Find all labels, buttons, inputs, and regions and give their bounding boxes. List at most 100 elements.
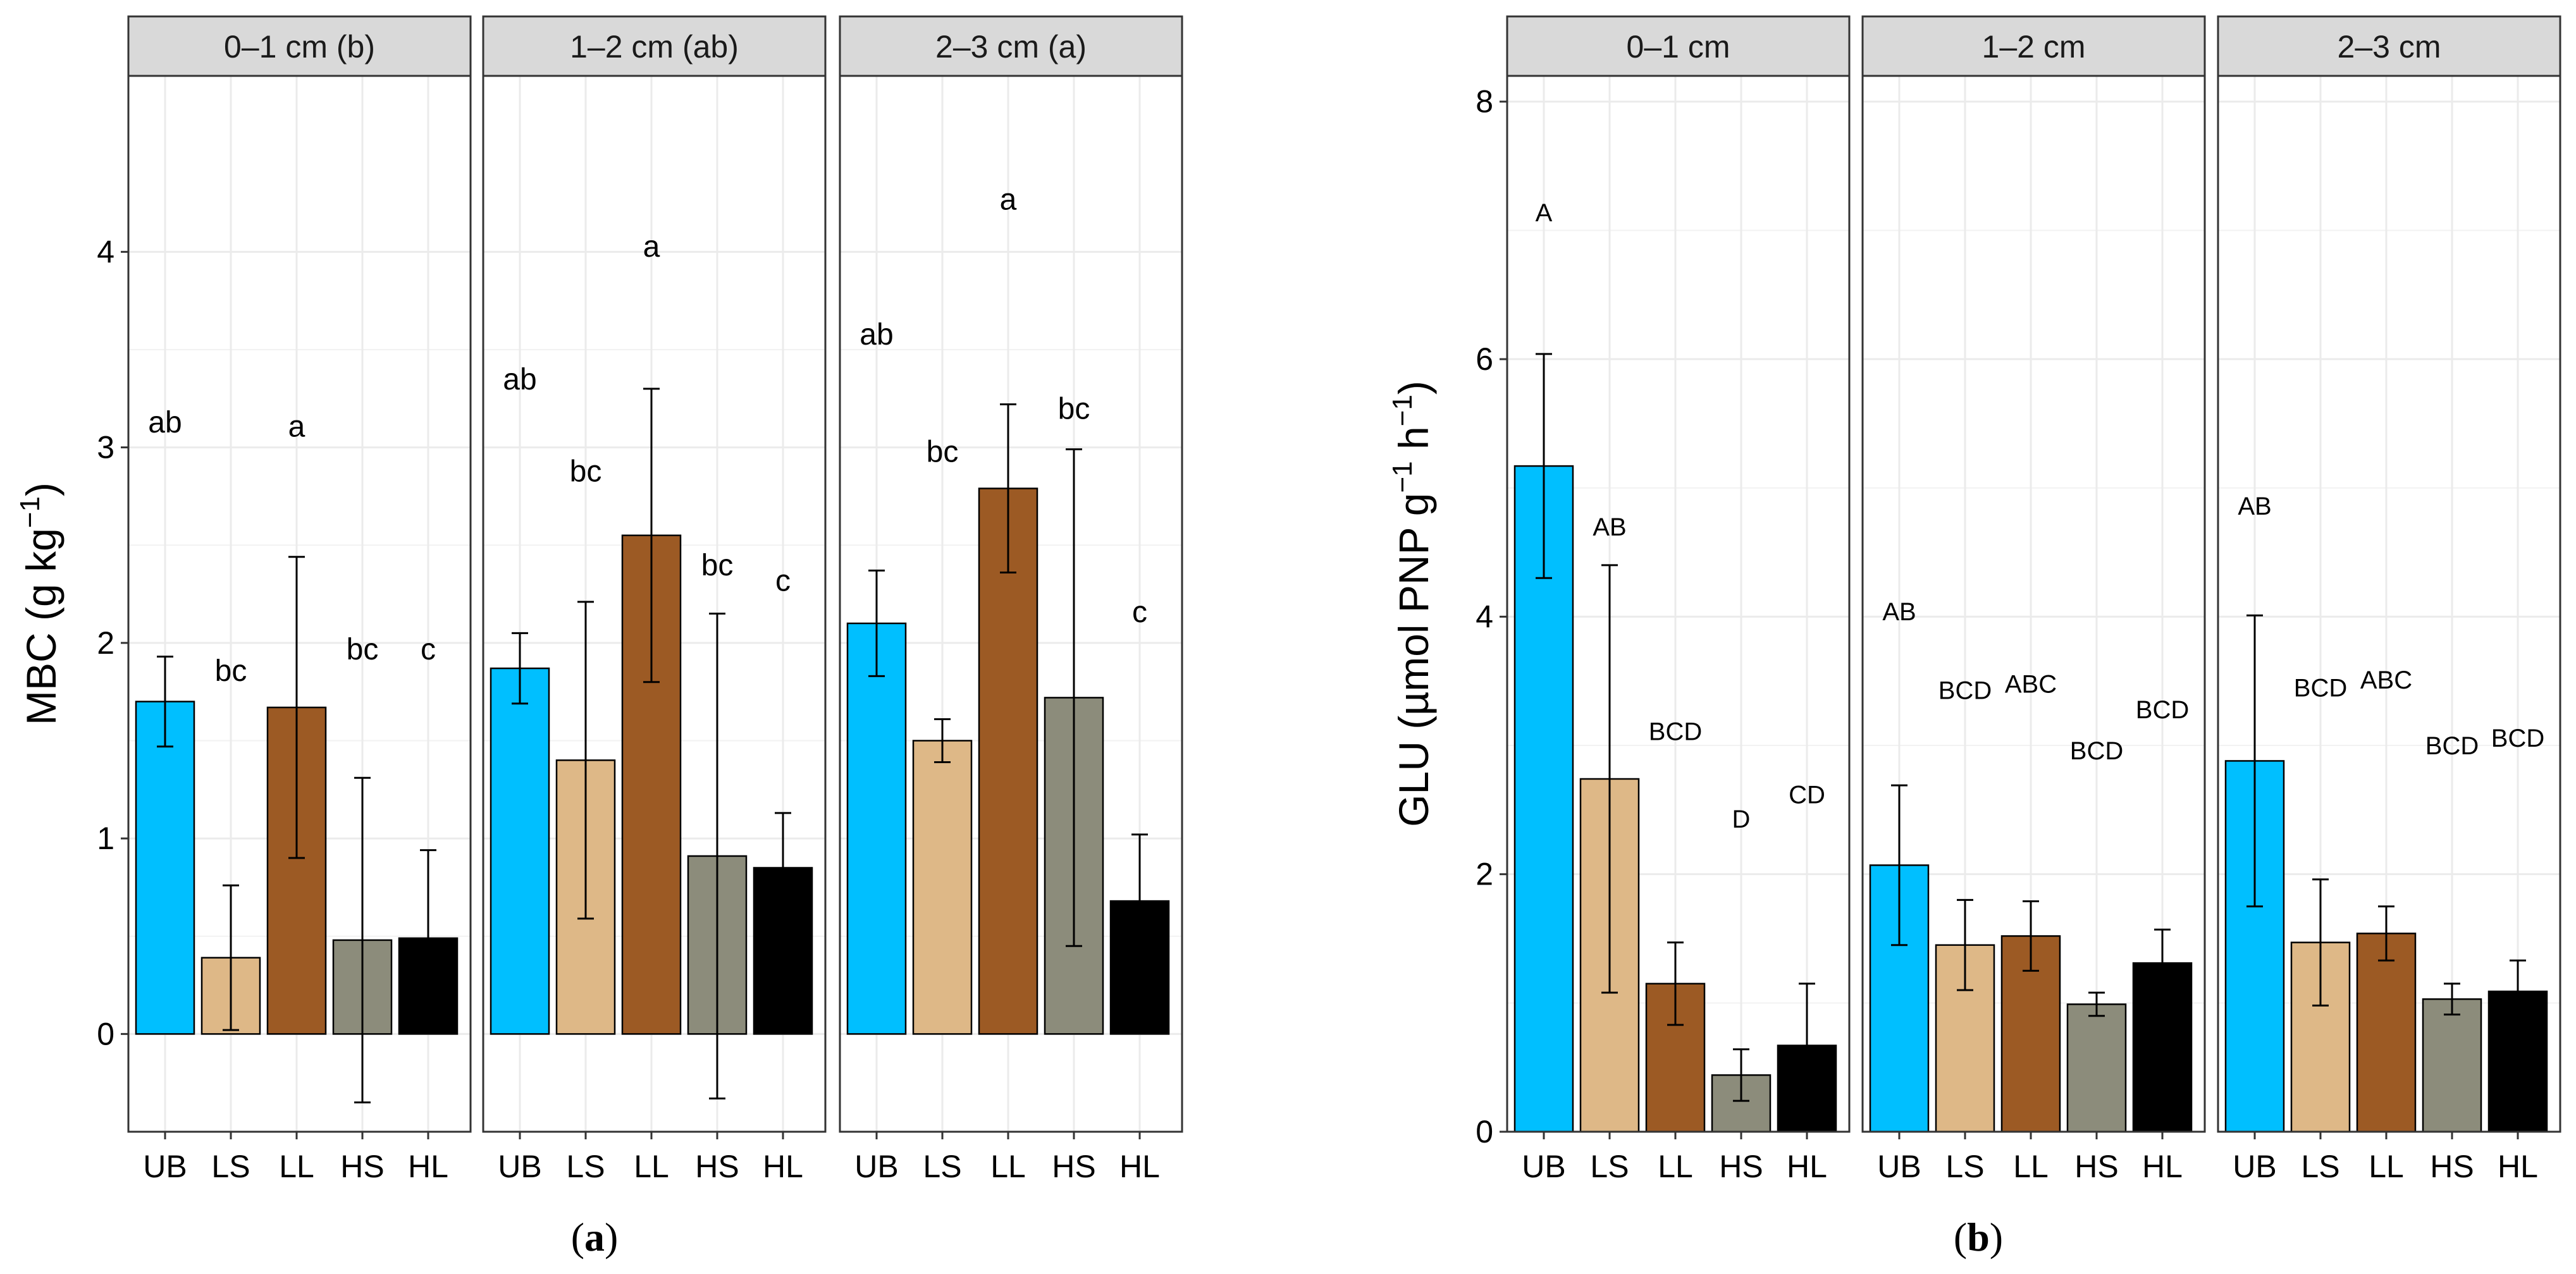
y-tick-label: 1 (97, 821, 114, 856)
x-tick-label: LL (2369, 1149, 2404, 1184)
figure-label-a: (a) (571, 1215, 619, 1259)
significance-letter: AB (1882, 598, 1916, 626)
significance-letter: c (421, 633, 436, 666)
chart-b-glu: 0 2 4 6 8 GLU (µmol PNP g−1 h−1) 0–1 cm A AB BCD D… (1387, 15, 2561, 1184)
figure-label-b: (b) (1954, 1215, 2003, 1259)
y-tick-label: 2 (97, 625, 114, 661)
significance-letter: bc (215, 654, 247, 688)
facet-strip-title: 2–3 cm (2338, 29, 2441, 64)
x-tick-label: UB (1877, 1149, 1921, 1184)
significance-letter: a (1000, 183, 1017, 217)
x-tick-label: LL (1658, 1149, 1693, 1184)
bar-hs (2422, 998, 2482, 1133)
y-tick-label: 0 (1476, 1114, 1493, 1149)
significance-letter: BCD (1938, 677, 1992, 704)
significance-letter: A (1536, 199, 1553, 227)
x-tick-label: HL (763, 1149, 803, 1184)
x-tick-label: LL (2013, 1149, 2049, 1184)
panel-border (1506, 75, 1851, 1133)
panel-border (2217, 75, 2561, 1133)
significance-letter: ABC (2360, 666, 2412, 694)
significance-letter: AB (2238, 493, 2271, 520)
x-tick-label: HS (1052, 1149, 1095, 1184)
y-tick-label: 3 (97, 430, 114, 465)
significance-letter: BCD (2491, 725, 2544, 752)
significance-letter: bc (570, 455, 602, 489)
y-tick-label: 8 (1476, 84, 1493, 119)
bar-hs (2066, 1003, 2127, 1133)
significance-letter: c (775, 565, 791, 598)
x-tick-label: HS (695, 1149, 739, 1184)
x-tick-label: HS (2430, 1149, 2474, 1184)
significance-letter: ab (503, 363, 536, 396)
facet-strip (1861, 15, 2206, 77)
x-tick-label: LS (2301, 1149, 2339, 1184)
x-tick-label: HL (2142, 1149, 2183, 1184)
significance-letter: BCD (2294, 674, 2347, 702)
bar-ub (846, 622, 907, 1035)
significance-letter: bc (701, 549, 734, 582)
y-axis-title: GLU (µmol PNP g−1 h−1) (1387, 381, 1437, 827)
x-tick-label: HL (408, 1149, 448, 1184)
significance-letter: a (643, 230, 660, 264)
significance-letter: c (1132, 596, 1147, 629)
facet-strip-title: 2–3 cm (a) (935, 29, 1087, 64)
facet-strip (127, 15, 472, 77)
bar-ub (135, 701, 195, 1035)
significance-letter: BCD (2425, 732, 2479, 760)
significance-letter: AB (1593, 513, 1626, 541)
x-tick-label: LS (1590, 1149, 1629, 1184)
panel-border (1861, 75, 2206, 1133)
significance-letter: CD (1789, 781, 1825, 809)
facet-strip (2217, 15, 2561, 77)
bar-ll (978, 487, 1038, 1035)
y-tick-label: 2 (1476, 857, 1493, 892)
significance-letter: ab (860, 318, 893, 352)
x-tick-label: UB (1522, 1149, 1565, 1184)
x-tick-label: LL (279, 1149, 314, 1184)
y-tick-label: 4 (97, 234, 114, 269)
y-tick-label: 0 (97, 1016, 114, 1051)
facet-strip (482, 15, 827, 77)
significance-letter: BCD (2136, 696, 2189, 724)
significance-letter: bc (1058, 393, 1090, 426)
bar-ub (490, 667, 550, 1035)
significance-letter: bc (347, 633, 379, 666)
x-tick-label: UB (854, 1149, 898, 1184)
y-tick-label: 6 (1476, 341, 1493, 377)
significance-letter: ab (148, 406, 182, 439)
x-tick-label: HL (1787, 1149, 1827, 1184)
significance-letter: bc (927, 436, 959, 469)
x-tick-label: HS (340, 1149, 384, 1184)
x-tick-label: LS (1945, 1149, 1984, 1184)
facet-strip-title: 0–1 cm (1627, 29, 1730, 64)
panel-border (839, 75, 1183, 1133)
x-tick-label: UB (2233, 1149, 2276, 1184)
x-tick-label: LS (923, 1149, 961, 1184)
y-tick-label: 4 (1476, 599, 1493, 634)
x-tick-label: HS (2074, 1149, 2118, 1184)
x-tick-label: UB (143, 1149, 187, 1184)
x-tick-label: LS (566, 1149, 605, 1184)
facet-strip-title: 1–2 cm (1982, 29, 2086, 64)
bar-ll (2356, 933, 2417, 1133)
y-axis-title: MBC (g kg−1) (15, 482, 65, 725)
significance-letter: BCD (1649, 718, 1702, 746)
significance-letter: ABC (2005, 670, 2057, 698)
x-tick-label: LL (634, 1149, 669, 1184)
significance-letter: BCD (2070, 737, 2123, 765)
x-tick-label: HL (2498, 1149, 2538, 1184)
x-tick-label: UB (498, 1149, 541, 1184)
panel-border (127, 75, 472, 1133)
facet-strip-title: 1–2 cm (ab) (570, 29, 739, 64)
significance-letter: a (288, 410, 305, 443)
significance-letter: D (1732, 805, 1751, 833)
bar-ls (912, 740, 973, 1035)
panel-border (482, 75, 827, 1133)
facet-strip-title: 0–1 cm (b) (224, 29, 375, 64)
x-tick-label: LS (211, 1149, 250, 1184)
x-tick-label: HS (1719, 1149, 1763, 1184)
x-tick-label: LL (990, 1149, 1026, 1184)
